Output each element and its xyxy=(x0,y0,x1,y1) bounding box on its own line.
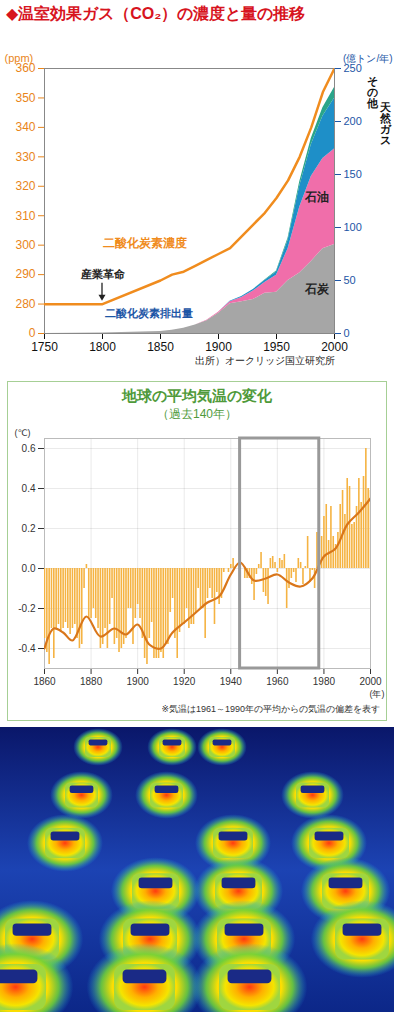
html-text:（過去140年）: （過去140年） xyxy=(157,407,237,421)
svg-text:340: 340 xyxy=(15,120,35,134)
svg-text:(ppm): (ppm) xyxy=(5,52,34,64)
svg-text:二酸化炭素排出量: 二酸化炭素排出量 xyxy=(105,307,193,320)
svg-text:1920: 1920 xyxy=(173,676,196,687)
svg-text:1940: 1940 xyxy=(220,676,243,687)
svg-text:産業革命: 産業革命 xyxy=(80,268,126,280)
svg-text:1880: 1880 xyxy=(80,676,103,687)
svg-text:150: 150 xyxy=(344,168,362,180)
svg-text:石炭: 石炭 xyxy=(304,282,330,296)
svg-text:50: 50 xyxy=(344,274,356,286)
svg-text:(年): (年) xyxy=(370,689,385,699)
svg-text:0.2: 0.2 xyxy=(22,523,36,534)
html-text:※気温は1961～1990年の平均からの気温の偏差を表す: ※気温は1961～1990年の平均からの気温の偏差を表す xyxy=(161,704,380,714)
svg-text:0.0: 0.0 xyxy=(22,563,36,574)
svg-text:250: 250 xyxy=(344,62,362,74)
svg-text:-0.4: -0.4 xyxy=(18,643,36,654)
svg-text:(℃): (℃) xyxy=(15,428,31,438)
svg-text:天然ガス: 天然ガス xyxy=(379,101,392,146)
svg-text:-0.2: -0.2 xyxy=(18,603,36,614)
svg-text:1950: 1950 xyxy=(263,340,290,354)
svg-text:2000: 2000 xyxy=(359,676,382,687)
svg-text:1900: 1900 xyxy=(205,340,232,354)
svg-text:1800: 1800 xyxy=(89,340,116,354)
svg-text:330: 330 xyxy=(15,150,35,164)
svg-text:0: 0 xyxy=(344,327,350,339)
svg-text:280: 280 xyxy=(15,297,35,311)
svg-text:石油: 石油 xyxy=(304,190,329,204)
svg-text:100: 100 xyxy=(344,221,362,233)
svg-text:1900: 1900 xyxy=(127,676,150,687)
html-text:地球の平均気温の変化: 地球の平均気温の変化 xyxy=(122,387,272,404)
svg-text:0: 0 xyxy=(29,326,36,340)
svg-text:300: 300 xyxy=(15,238,35,252)
svg-text:0.4: 0.4 xyxy=(22,483,36,494)
svg-text:(億トン/年): (億トン/年) xyxy=(343,53,392,64)
svg-text:0.6: 0.6 xyxy=(22,443,36,454)
svg-text:360: 360 xyxy=(15,61,36,76)
svg-text:その他: その他 xyxy=(366,75,379,109)
svg-text:200: 200 xyxy=(344,115,362,127)
svg-text:2000: 2000 xyxy=(321,340,348,354)
svg-text:1980: 1980 xyxy=(313,676,336,687)
svg-text:1850: 1850 xyxy=(147,340,174,354)
svg-text:1960: 1960 xyxy=(266,676,289,687)
svg-text:290: 290 xyxy=(15,267,35,281)
svg-text:1860: 1860 xyxy=(33,676,56,687)
svg-text:320: 320 xyxy=(15,179,35,193)
svg-text:310: 310 xyxy=(15,209,35,223)
svg-text:350: 350 xyxy=(15,91,35,105)
svg-text:1750: 1750 xyxy=(31,340,58,354)
svg-text:出所）オークリッジ国立研究所: 出所）オークリッジ国立研究所 xyxy=(195,355,335,366)
html-text:◆温室効果ガス（CO₂）の濃度と量の推移: ◆温室効果ガス（CO₂）の濃度と量の推移 xyxy=(6,5,306,22)
svg-text:二酸化炭素濃度: 二酸化炭素濃度 xyxy=(103,236,187,250)
